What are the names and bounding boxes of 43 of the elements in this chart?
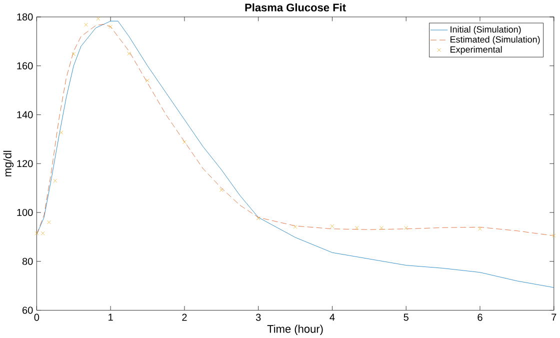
x-tick-label: 4	[330, 314, 335, 321]
point	[127, 51, 132, 56]
y-tick-label: 60	[22, 306, 33, 314]
legend-label: Estimated (Simulation)	[450, 36, 540, 44]
y-tick-label: 180	[17, 13, 33, 20]
point	[182, 140, 186, 144]
x-tick-label: 7	[552, 314, 556, 321]
point	[108, 24, 113, 29]
point	[380, 226, 384, 230]
point	[330, 224, 334, 228]
point	[219, 188, 224, 192]
y-axis-title: mg/dl	[3, 150, 14, 176]
point	[552, 234, 556, 238]
point	[478, 226, 482, 231]
y-tick-label: 80	[22, 258, 33, 265]
point	[293, 224, 298, 229]
point	[53, 178, 58, 183]
point	[34, 231, 39, 236]
x-tick-label: 3	[256, 314, 261, 321]
point	[72, 52, 76, 56]
point	[84, 22, 88, 27]
point	[354, 226, 359, 230]
x-tick-label: 1	[108, 314, 113, 321]
chart-title: Plasma Glucose Fit	[245, 3, 346, 12]
x-tick-label: 6	[478, 314, 482, 321]
point	[404, 226, 408, 230]
point	[40, 231, 45, 236]
point	[96, 16, 100, 20]
point	[59, 130, 64, 134]
line-series	[36, 20, 554, 288]
y-tick-label: 140	[17, 111, 33, 118]
x-tick-label: 5	[404, 314, 408, 321]
point	[256, 216, 260, 220]
point	[146, 78, 150, 82]
legend-label: Initial (Simulation)	[450, 26, 521, 34]
point	[47, 220, 51, 224]
x-tick-label: 0	[34, 314, 40, 321]
legend-label: Experimental	[450, 46, 502, 54]
y-tick-label: 120	[17, 160, 33, 167]
y-tick-label: 100	[17, 208, 33, 216]
x-tick-label: 2	[182, 314, 187, 321]
y-tick-label: 160	[17, 62, 33, 70]
x-axis-title: Time (hour)	[267, 324, 323, 335]
